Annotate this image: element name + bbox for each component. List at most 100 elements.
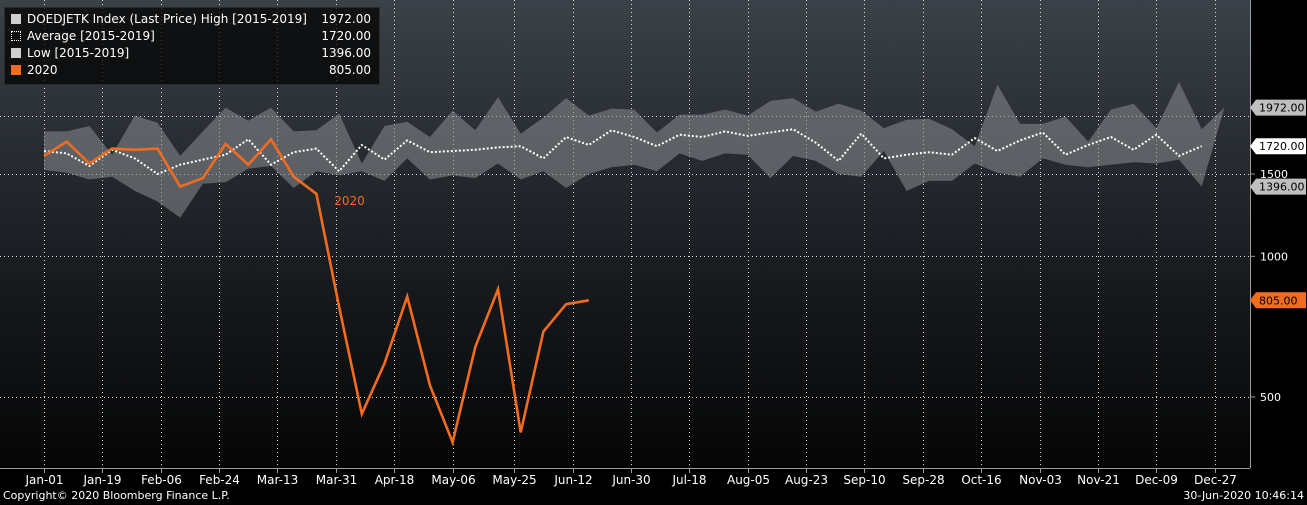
legend-swatch-2020 xyxy=(11,65,21,75)
average-point xyxy=(43,150,45,152)
legend-swatch-average xyxy=(11,31,21,41)
low-point xyxy=(1178,159,1180,161)
y-tick-label: 1000 xyxy=(1260,250,1288,263)
average-point xyxy=(361,144,363,146)
average-point xyxy=(520,145,522,147)
x-tick-label: Dec-09 xyxy=(1135,473,1178,487)
average-point xyxy=(860,133,862,135)
low-point xyxy=(997,172,999,174)
high-point xyxy=(134,115,136,117)
point-2020 xyxy=(361,413,363,415)
bottom-axis-background xyxy=(0,468,1307,505)
legend-label-high: DOEDJETK Index (Last Price) High [2015-2… xyxy=(27,12,307,26)
axis-badge-label: 1396.00 xyxy=(1259,181,1305,194)
low-point xyxy=(361,171,363,173)
high-point xyxy=(66,131,68,133)
low-point xyxy=(679,153,681,155)
x-tick-label: Aug-05 xyxy=(727,473,770,487)
x-tick-label: Jun-12 xyxy=(553,473,592,487)
high-point xyxy=(588,115,590,117)
low-point xyxy=(906,190,908,192)
low-point xyxy=(883,150,885,152)
point-2020 xyxy=(452,441,454,443)
high-point xyxy=(929,118,931,120)
low-point xyxy=(815,160,817,162)
high-point xyxy=(406,121,408,123)
point-2020 xyxy=(588,299,590,301)
axis-badge-label: 805.00 xyxy=(1259,294,1298,307)
y-tick-label: 1500 xyxy=(1260,168,1288,181)
average-point xyxy=(702,136,704,138)
point-2020 xyxy=(43,155,45,157)
average-point xyxy=(1087,144,1089,146)
high-point xyxy=(1065,116,1067,118)
range-band xyxy=(44,82,1225,218)
low-point xyxy=(860,176,862,178)
x-tick-label: Jan-01 xyxy=(24,473,63,487)
low-point xyxy=(974,163,976,165)
average-point xyxy=(1201,145,1203,147)
axis-badge: 1720.00 xyxy=(1250,138,1306,155)
point-2020 xyxy=(542,331,544,333)
high-point xyxy=(838,103,840,105)
x-tick-label: Nov-21 xyxy=(1077,473,1120,487)
x-tick-label: May-25 xyxy=(492,473,536,487)
average-point xyxy=(633,136,635,138)
high-point xyxy=(815,111,817,113)
high-point xyxy=(611,108,613,110)
low-point xyxy=(89,179,91,181)
x-tick-label: Dec-27 xyxy=(1194,473,1237,487)
low-point xyxy=(202,183,204,185)
axis-badge-label: 1720.00 xyxy=(1259,140,1305,153)
high-point xyxy=(475,130,477,132)
low-point xyxy=(1110,164,1112,166)
high-point xyxy=(316,130,318,132)
high-point xyxy=(543,117,545,119)
line-2020 xyxy=(43,137,590,447)
low-point xyxy=(951,180,953,182)
series-lines xyxy=(43,128,1203,447)
average-point xyxy=(1133,149,1135,151)
low-point xyxy=(338,175,340,177)
average-point xyxy=(770,132,772,134)
high-point xyxy=(157,122,159,124)
low-point xyxy=(293,187,295,189)
average-point xyxy=(997,150,999,152)
point-2020 xyxy=(66,141,68,143)
low-point xyxy=(565,187,567,189)
average-point xyxy=(89,165,91,167)
average-point xyxy=(565,136,567,138)
copyright-text: Copyright© 2020 Bloomberg Finance L.P. xyxy=(3,489,230,502)
low-point xyxy=(520,179,522,181)
axis-badge: 1972.00 xyxy=(1250,99,1306,116)
average-point xyxy=(225,154,227,156)
average-point xyxy=(815,142,817,144)
point-2020 xyxy=(497,288,499,290)
point-2020 xyxy=(293,176,295,178)
low-point xyxy=(157,201,159,203)
average-point xyxy=(1065,154,1067,156)
high-point xyxy=(1087,141,1089,143)
x-tick-label: Apr-18 xyxy=(375,473,415,487)
x-tick-label: Sep-28 xyxy=(902,473,944,487)
average-point xyxy=(588,144,590,146)
high-point xyxy=(1110,109,1112,111)
high-point xyxy=(656,132,658,134)
high-point xyxy=(860,110,862,112)
axis-badge: 805.00 xyxy=(1250,292,1306,309)
high-point xyxy=(974,145,976,147)
low-point xyxy=(1042,158,1044,160)
high-point xyxy=(293,131,295,133)
legend-label-2020: 2020 xyxy=(27,63,58,77)
average-point xyxy=(202,159,204,161)
average-line xyxy=(43,128,1203,176)
low-point xyxy=(611,167,613,169)
average-point xyxy=(929,151,931,153)
x-tick-label: Feb-06 xyxy=(141,473,182,487)
x-tick-label: Jun-30 xyxy=(611,473,650,487)
point-2020 xyxy=(429,384,431,386)
low-point xyxy=(384,180,386,182)
point-2020 xyxy=(179,186,181,188)
low-point xyxy=(429,179,431,181)
